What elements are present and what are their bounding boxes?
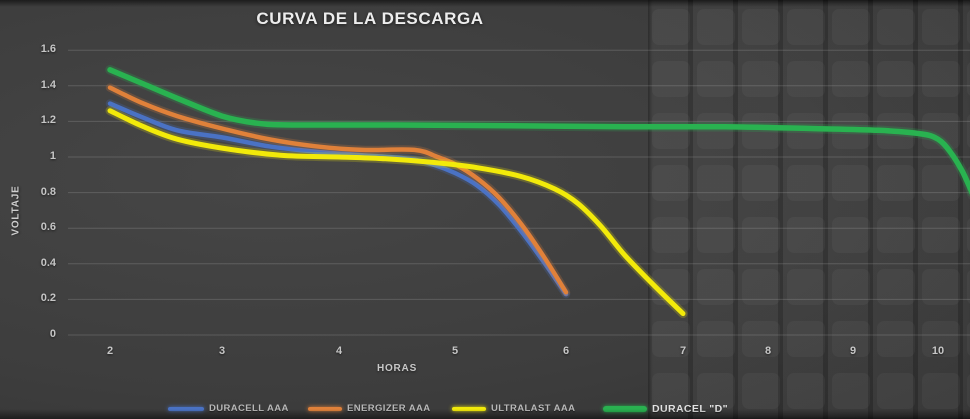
legend-marker-icon bbox=[168, 406, 204, 411]
legend-item: DURACELL AAA bbox=[168, 403, 289, 414]
legend-marker-icon bbox=[308, 406, 342, 411]
legend-marker-icon bbox=[452, 406, 486, 411]
series-line-ultralast-aaa bbox=[107, 108, 686, 317]
legend-label: ENERGIZER AAA bbox=[347, 403, 431, 414]
y-tick-label: 1.2 bbox=[40, 114, 56, 127]
legend-label: DURACEL "D" bbox=[652, 403, 728, 415]
x-tick-label: 8 bbox=[764, 345, 772, 357]
x-tick-label: 4 bbox=[335, 345, 343, 357]
legend-label: DURACELL AAA bbox=[209, 403, 289, 414]
y-tick-label: 0.6 bbox=[40, 221, 56, 234]
x-tick-label: 5 bbox=[451, 345, 459, 357]
y-tick-label: 0 bbox=[49, 328, 56, 340]
legend-marker-icon bbox=[603, 406, 647, 412]
chart-title: CURVA DE LA DESCARGA bbox=[256, 9, 484, 28]
x-axis-title: HORAS bbox=[376, 363, 418, 374]
y-tick-label: 0.4 bbox=[40, 256, 56, 269]
legend-item: ULTRALAST AAA bbox=[452, 403, 575, 414]
x-tick-label: 3 bbox=[218, 345, 226, 357]
series-line-duracel-d bbox=[107, 67, 970, 195]
x-tick-label: 7 bbox=[679, 345, 687, 357]
y-tick-label: 1.4 bbox=[40, 78, 56, 91]
series-line-energizer-aaa bbox=[107, 85, 569, 295]
x-tick-label: 9 bbox=[849, 345, 857, 357]
legend-item: ENERGIZER AAA bbox=[308, 403, 431, 414]
y-tick-label: 0.8 bbox=[40, 185, 56, 198]
x-tick-label: 2 bbox=[106, 345, 114, 357]
x-tick-label: 10 bbox=[931, 345, 945, 357]
y-tick-label: 1 bbox=[49, 150, 56, 162]
legend-label: ULTRALAST AAA bbox=[491, 403, 576, 414]
y-axis-title: VOLTAJE bbox=[10, 185, 22, 236]
x-tick-label: 6 bbox=[562, 345, 570, 357]
y-tick-label: 0.2 bbox=[40, 292, 56, 305]
legend-item: DURACEL "D" bbox=[603, 403, 728, 415]
y-tick-label: 1.6 bbox=[40, 43, 56, 56]
